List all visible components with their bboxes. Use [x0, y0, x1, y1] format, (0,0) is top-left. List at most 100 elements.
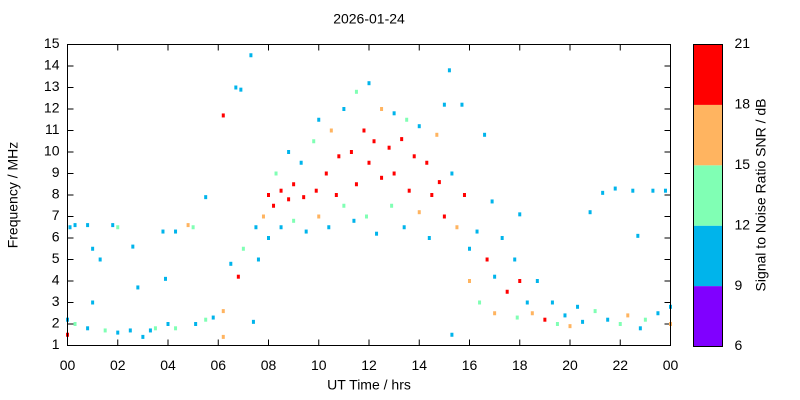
- data-point: [148, 328, 152, 333]
- data-point: [442, 102, 446, 107]
- x-tick-label: 18: [512, 357, 528, 373]
- y-tick-label: 9: [52, 164, 60, 180]
- data-point: [324, 171, 328, 176]
- data-point: [402, 225, 406, 230]
- data-point: [86, 223, 90, 228]
- data-point: [387, 145, 391, 150]
- data-point: [518, 212, 522, 217]
- data-point: [638, 326, 642, 331]
- data-point: [342, 107, 346, 111]
- data-point: [475, 229, 479, 234]
- data-point: [450, 332, 454, 337]
- y-axis-label: Frequency / MHz: [5, 142, 21, 249]
- data-point: [128, 328, 132, 333]
- data-point: [267, 236, 270, 240]
- colorbar-band: [693, 104, 723, 166]
- data-point: [98, 257, 102, 262]
- x-tick-label: 22: [612, 357, 628, 373]
- data-point: [241, 246, 245, 251]
- data-point: [73, 223, 77, 228]
- y-tick-label: 12: [44, 100, 60, 116]
- data-point: [375, 231, 379, 236]
- data-point: [317, 117, 321, 122]
- y-tick-label: 11: [45, 121, 60, 137]
- y-tick-label: 13: [44, 78, 60, 94]
- data-point: [161, 229, 165, 234]
- data-point: [292, 182, 296, 187]
- data-point: [555, 322, 559, 326]
- data-point: [568, 324, 572, 329]
- data-point: [515, 315, 519, 320]
- y-tick-label: 10: [44, 143, 60, 159]
- data-point: [327, 225, 331, 230]
- data-point: [352, 218, 356, 223]
- data-point: [442, 214, 446, 219]
- data-point: [349, 150, 353, 154]
- data-point: [131, 244, 135, 249]
- data-point: [500, 236, 504, 240]
- data-point: [530, 311, 534, 316]
- data-point: [204, 195, 208, 200]
- x-tick-label: 20: [562, 357, 578, 373]
- colorbar-band: [693, 44, 723, 105]
- data-point: [576, 304, 580, 309]
- data-point: [68, 225, 72, 230]
- data-point: [279, 188, 283, 193]
- data-point: [287, 197, 291, 202]
- data-point: [535, 279, 539, 283]
- data-point: [367, 81, 371, 86]
- y-tick-label: 6: [52, 229, 60, 245]
- data-point: [435, 132, 439, 137]
- colorbar-tick-label: 9: [735, 277, 743, 293]
- data-point: [194, 322, 198, 326]
- y-tick-label: 7: [52, 207, 60, 223]
- data-point: [91, 246, 95, 251]
- data-point: [191, 225, 195, 230]
- y-tick-label: 5: [52, 250, 60, 266]
- data-point: [211, 315, 215, 320]
- data-point: [593, 309, 597, 314]
- data-point: [513, 257, 517, 262]
- data-point: [221, 309, 225, 314]
- data-point: [354, 89, 358, 94]
- data-point: [380, 175, 384, 180]
- data-point: [91, 300, 95, 305]
- data-point: [367, 160, 371, 165]
- data-point: [334, 193, 338, 197]
- data-point: [221, 334, 225, 339]
- data-point: [468, 246, 471, 251]
- data-point: [239, 87, 243, 92]
- data-point: [229, 261, 233, 266]
- data-point: [362, 128, 366, 133]
- colorbar-tick-label: 6: [735, 337, 743, 353]
- data-point: [450, 171, 454, 176]
- data-point: [412, 154, 416, 159]
- data-point: [312, 139, 316, 144]
- data-point: [272, 203, 276, 208]
- y-tick-label: 15: [44, 35, 60, 51]
- data-point: [136, 285, 140, 290]
- data-point: [116, 330, 120, 335]
- data-point: [606, 317, 610, 322]
- data-point: [304, 229, 308, 234]
- data-point: [317, 214, 321, 219]
- data-point: [174, 229, 178, 234]
- data-point: [354, 182, 358, 187]
- x-tick-label: 04: [160, 357, 176, 373]
- colorbar-frame: [693, 44, 723, 347]
- data-point: [518, 279, 522, 283]
- data-point: [116, 225, 120, 230]
- data-point: [236, 274, 240, 279]
- colorbar-label: Signal to Noise Ratio SNR / dB: [753, 99, 769, 292]
- data-point: [392, 111, 396, 116]
- data-point: [427, 236, 431, 240]
- colorbar-tick-label: 18: [735, 96, 751, 112]
- data-point: [234, 85, 238, 90]
- data-point: [656, 311, 660, 316]
- data-point: [279, 225, 283, 230]
- x-tick-label: 16: [462, 357, 478, 373]
- data-point: [254, 225, 258, 230]
- x-tick-label: 02: [110, 357, 126, 373]
- data-point: [462, 193, 466, 197]
- data-point: [405, 117, 409, 122]
